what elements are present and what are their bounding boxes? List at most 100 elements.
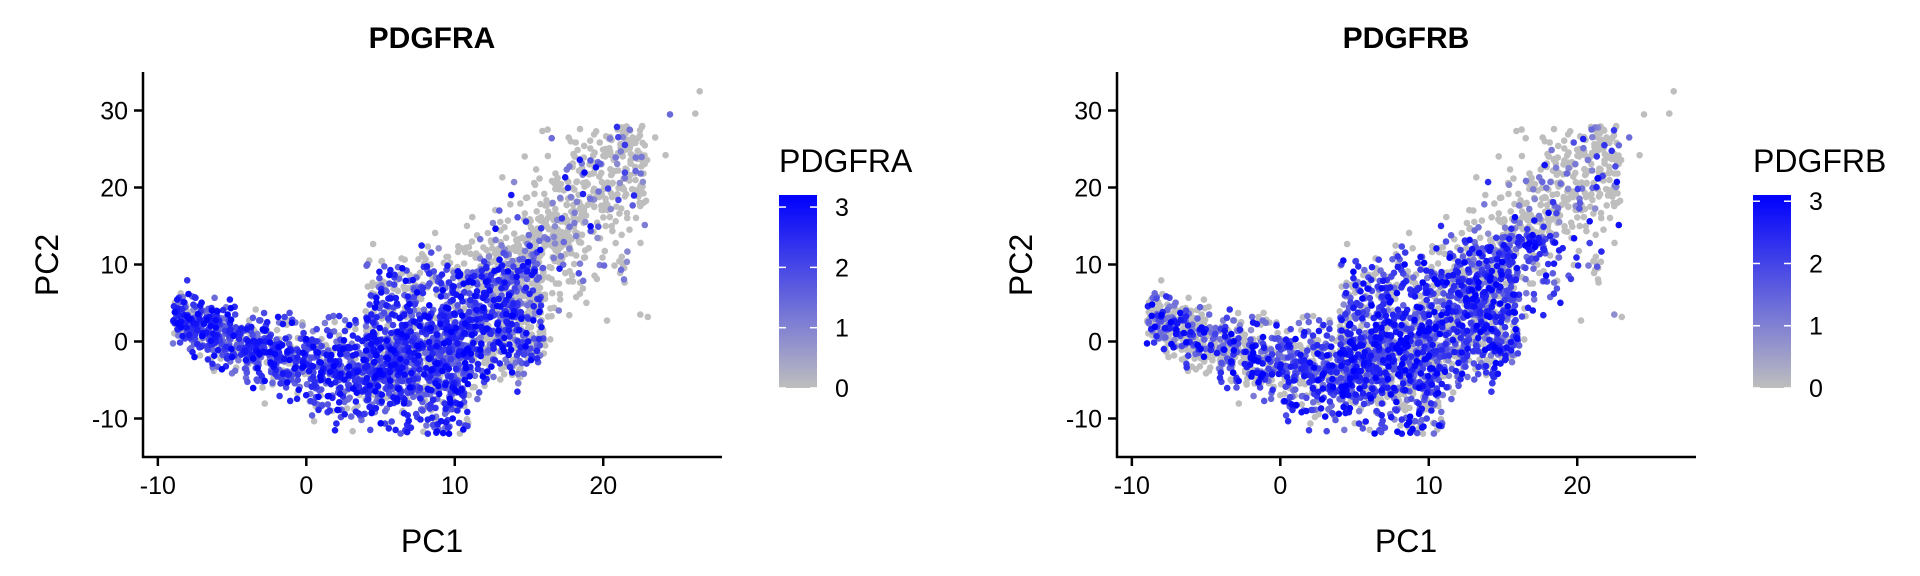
scatter-point: [285, 370, 293, 378]
scatter-point: [484, 368, 491, 375]
scatter-point: [426, 302, 433, 309]
scatter-point: [622, 190, 630, 198]
panel-title: PDGFRB: [1343, 22, 1470, 55]
scatter-point: [284, 348, 291, 355]
scatter-point: [208, 307, 216, 314]
scatter-point: [449, 274, 457, 282]
scatter-point: [480, 258, 488, 265]
scatter-point: [454, 407, 461, 414]
scatter-point: [576, 156, 584, 164]
scatter-point: [424, 243, 432, 250]
scatter-point: [439, 287, 447, 294]
scatter-point: [291, 365, 299, 373]
scatter-point: [177, 323, 185, 331]
scatter-point: [366, 382, 374, 389]
scatter-point: [417, 295, 425, 302]
scatter-point: [396, 314, 404, 322]
scatter-point: [1564, 228, 1571, 235]
scatter-point: [404, 293, 412, 300]
scatter-point: [286, 356, 293, 364]
scatter-point: [502, 310, 510, 318]
scatter-point: [183, 277, 191, 284]
scatter-point: [470, 339, 477, 347]
scatter-point: [560, 238, 568, 246]
scatter-point: [237, 325, 245, 333]
scatter-point: [491, 356, 499, 364]
scatter-point: [508, 191, 515, 199]
scatter-point: [576, 260, 584, 268]
scatter-point: [414, 342, 422, 350]
scatter-point: [186, 315, 193, 323]
scatter-point: [489, 351, 497, 359]
scatter-point: [433, 331, 441, 339]
scatter-point: [367, 426, 374, 434]
scatter-point: [591, 272, 598, 280]
scatter-point: [259, 326, 267, 333]
scatter-point: [519, 262, 527, 270]
scatter-point: [235, 335, 243, 343]
scatter-point: [544, 126, 551, 133]
scatter-point: [1617, 156, 1625, 164]
scatter-point: [508, 369, 516, 376]
panel-title: PDGFRA: [369, 22, 496, 55]
scatter-point: [214, 308, 221, 315]
scatter-point: [549, 289, 556, 297]
scatter-point: [354, 362, 362, 369]
scatter-point: [510, 300, 517, 307]
scatter-point: [1666, 110, 1673, 117]
scatter-point: [535, 274, 543, 281]
scatter-point: [495, 295, 503, 303]
scatter-point: [510, 263, 517, 271]
scatter-point: [586, 195, 594, 203]
scatter-point: [266, 348, 274, 356]
scatter-point: [561, 174, 569, 181]
scatter-point: [571, 209, 578, 217]
scatter-point: [563, 201, 570, 209]
scatter-point: [1550, 125, 1558, 133]
scatter-point: [579, 277, 587, 285]
scatter-point: [368, 340, 375, 348]
scatter-point: [211, 352, 218, 360]
scatter-point: [528, 280, 536, 287]
scatter-point: [1522, 134, 1529, 142]
scatter-point: [399, 265, 406, 272]
scatter-point: [279, 320, 287, 328]
scatter-point: [260, 309, 268, 317]
scatter-point: [463, 222, 471, 230]
scatter-point: [612, 218, 619, 225]
scatter-point: [295, 386, 303, 394]
scatter-point: [423, 263, 431, 270]
scatter-point: [637, 311, 644, 318]
scatter-point: [424, 313, 432, 321]
scatter-point: [288, 319, 296, 327]
scatter-point: [484, 346, 492, 354]
scatter-point: [1366, 426, 1373, 434]
scatter-point: [317, 386, 325, 393]
scatter-point: [410, 375, 418, 383]
scatter-point: [400, 400, 408, 407]
scatter-point: [513, 279, 521, 286]
scatter-point: [194, 326, 201, 334]
scatter-point: [473, 306, 480, 314]
scatter-point: [1185, 347, 1192, 354]
scatter-point: [494, 321, 501, 328]
scatter-point: [1482, 191, 1489, 199]
scatter-point: [498, 242, 505, 249]
scatter-point: [570, 150, 577, 158]
scatter-point: [492, 225, 499, 233]
scatter-point: [544, 152, 552, 160]
scatter-point: [630, 186, 638, 194]
scatter-point: [505, 327, 513, 334]
scatter-point: [315, 406, 322, 414]
scatter-point: [455, 419, 463, 427]
scatter-point: [402, 339, 409, 346]
scatter-point: [549, 199, 556, 207]
scatter-point: [497, 376, 504, 383]
scatter-point: [1491, 200, 1498, 207]
scatter-point: [1670, 88, 1677, 95]
scatter-point: [433, 428, 441, 435]
scatter-point: [406, 300, 413, 308]
y-tick-label: 20: [100, 175, 128, 203]
scatter-point: [302, 391, 310, 399]
